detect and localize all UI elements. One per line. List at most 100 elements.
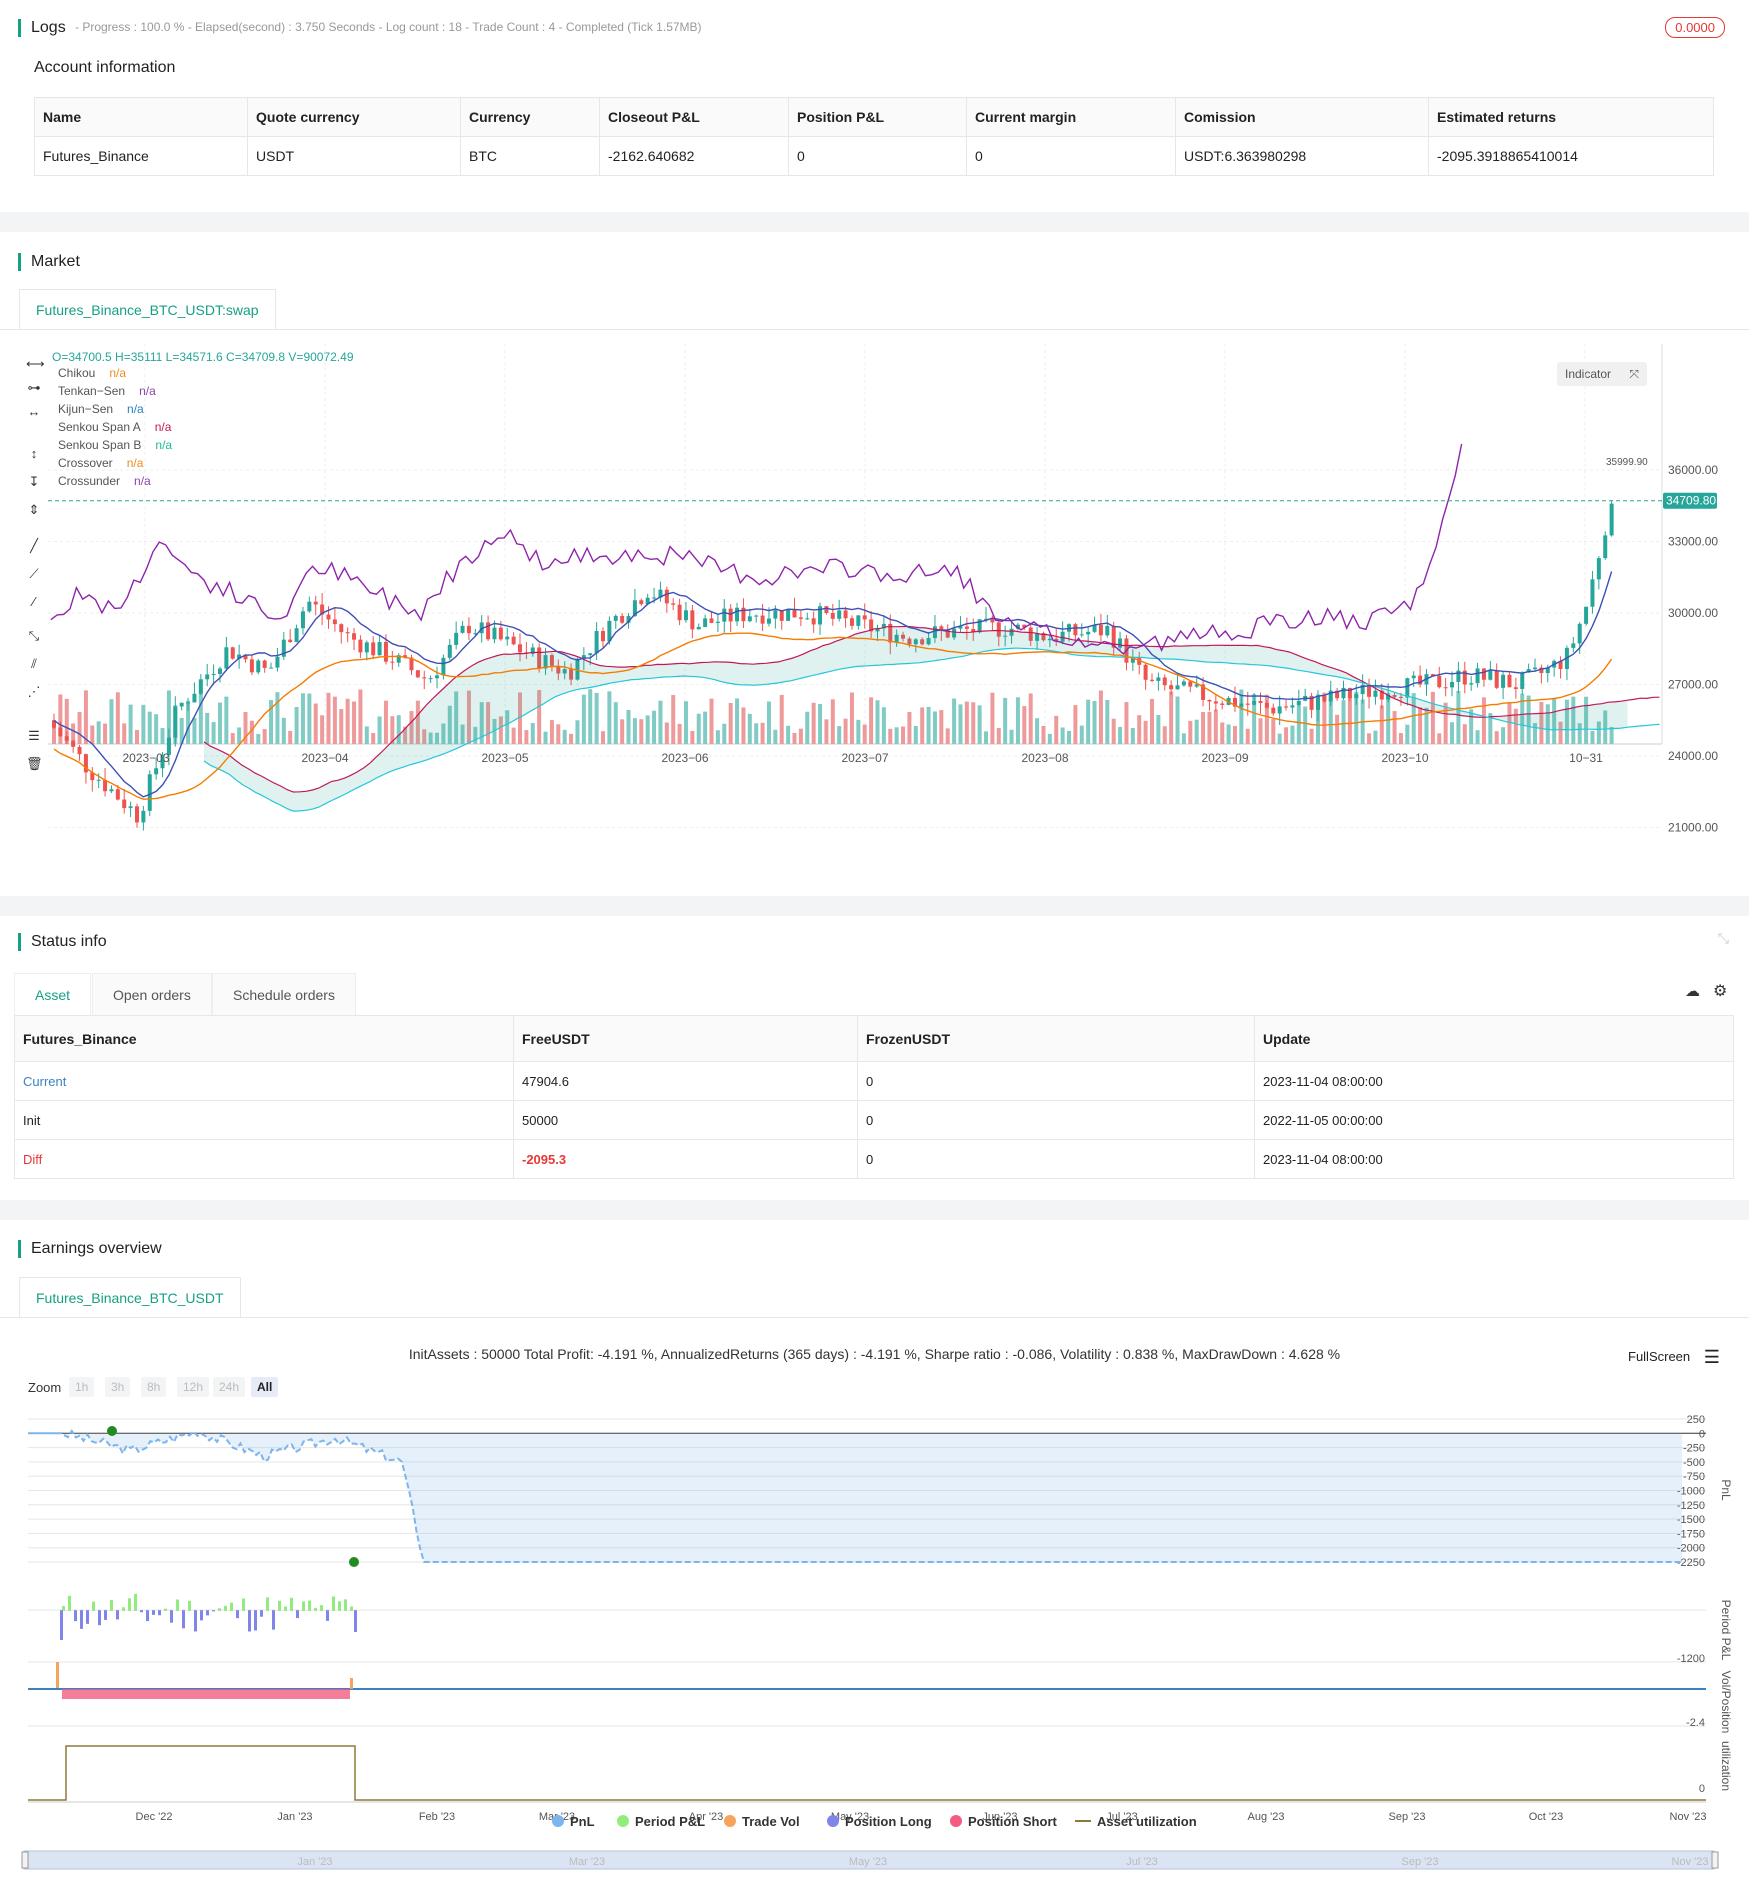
volume-bar: [1290, 725, 1295, 744]
fib-lines-icon[interactable]: ⋰: [27, 684, 41, 699]
legend-item[interactable]: Senkou Span A n/a: [58, 420, 171, 434]
volume-bar: [869, 697, 874, 744]
vertical-ray-icon[interactable]: ↧: [28, 474, 40, 489]
price-line-icon[interactable]: ⤡: [28, 628, 40, 643]
legend-item[interactable]: Trade Vol: [724, 1814, 800, 1829]
volume-bar: [1252, 694, 1257, 744]
menu-icon[interactable]: ☰: [1703, 1347, 1720, 1367]
expand-icon[interactable]: ⤧: [1629, 367, 1639, 381]
indicator-button[interactable]: Indicator ⤧: [1557, 362, 1647, 386]
table-row: Init 50000 0 2022-11-05 00:00:00: [14, 1100, 1734, 1140]
horizontal-line-icon[interactable]: ⟷: [26, 356, 45, 371]
legend-item[interactable]: Kijun−Sen n/a: [58, 402, 144, 416]
zoom-8h[interactable]: 8h: [141, 1377, 167, 1397]
row-label-current[interactable]: Current: [14, 1061, 514, 1101]
tab-earnings-symbol[interactable]: Futures_Binance_BTC_USDT: [19, 1277, 241, 1317]
candle-body: [543, 655, 548, 669]
volume-bar: [64, 698, 69, 744]
legend-item[interactable]: Period P&L: [617, 1814, 705, 1829]
legend-item[interactable]: Position Long: [827, 1814, 932, 1829]
candle-body: [1054, 638, 1059, 642]
tab-open-orders[interactable]: Open orders: [92, 973, 212, 1015]
zoom-12h[interactable]: 12h: [177, 1377, 210, 1397]
legend-name: Crossunder: [58, 474, 121, 488]
legend-item[interactable]: PnL: [552, 1814, 595, 1829]
tab-schedule-orders[interactable]: Schedule orders: [212, 973, 356, 1015]
volume-bar: [703, 711, 708, 744]
candle-body: [766, 618, 771, 624]
candle-body: [428, 678, 433, 680]
status-title: Status info: [18, 933, 107, 951]
x-tick-label: Sep '23: [1389, 1811, 1426, 1823]
navigator-tick-label: May '23: [849, 1856, 887, 1868]
earnings-panel: Earnings overview Futures_Binance_BTC_US…: [0, 1220, 1749, 1894]
fullscreen-button[interactable]: FullScreen ☰: [1628, 1347, 1720, 1368]
period-pnl-bar: [296, 1610, 299, 1619]
candlestick-chart[interactable]: 36000.00 33000.00 30000.00 27000.00 24000.00…: [0, 344, 1749, 844]
volume-bar: [396, 715, 401, 744]
zoom-24h[interactable]: 24h: [213, 1377, 246, 1397]
volume-bar: [671, 695, 676, 744]
vertical-line-icon[interactable]: ↕: [30, 446, 38, 461]
tab-market-symbol[interactable]: Futures_Binance_BTC_USDT:swap: [19, 289, 276, 329]
volume-bar: [505, 710, 510, 744]
trend-line-icon[interactable]: ╱: [30, 538, 38, 553]
candle-body: [96, 779, 101, 781]
candle-body: [1443, 687, 1448, 689]
candle-body: [530, 647, 535, 654]
volume-bar: [1009, 729, 1014, 744]
segment-icon[interactable]: ⁄: [32, 594, 36, 609]
volume-bar: [186, 700, 191, 744]
volume-bar: [352, 701, 357, 744]
candle-body: [1296, 700, 1301, 706]
candle-body: [1469, 683, 1474, 685]
volume-bar: [198, 689, 203, 744]
collapse-icon[interactable]: ⤡: [1717, 930, 1729, 946]
volume-bar: [1092, 701, 1097, 744]
legend-item[interactable]: Crossover n/a: [58, 456, 143, 470]
candle-body: [154, 768, 159, 775]
legend-item[interactable]: Position Short: [950, 1814, 1057, 1829]
cloud-download-icon[interactable]: ☁: [1685, 983, 1700, 1000]
earnings-chart[interactable]: 250 0 -250 -500 -750 -1000 -1250 -1500 -1750 -200…: [0, 1400, 1749, 1870]
col-header: Comission: [1175, 97, 1429, 137]
navigator-tick-label: Jul '23: [1126, 1856, 1157, 1868]
volume-bar: [77, 712, 82, 744]
ray-line-icon[interactable]: ⟋: [29, 566, 39, 581]
horizontal-ray-icon[interactable]: ⊶: [27, 380, 41, 395]
fib-retracement-icon[interactable]: ☰: [28, 728, 40, 743]
volume-bar: [594, 692, 599, 744]
volume-bar: [1149, 698, 1154, 744]
legend-swatch-icon: [950, 1815, 962, 1827]
settings-icon[interactable]: ⚙: [1713, 983, 1728, 1000]
zoom-3h[interactable]: 3h: [105, 1377, 131, 1397]
cell: 2022-11-05 00:00:00: [1254, 1100, 1734, 1140]
parallel-lines-icon[interactable]: ⫽: [31, 656, 37, 671]
legend-item[interactable]: Tenkan−Sen n/a: [58, 384, 156, 398]
volume-bar: [1213, 709, 1218, 744]
legend-item[interactable]: Chikou n/a: [58, 366, 126, 380]
zoom-all[interactable]: All: [251, 1377, 279, 1397]
volume-bar: [830, 699, 835, 744]
legend-item[interactable]: Crossunder n/a: [58, 474, 151, 488]
period-pnl-bar: [212, 1610, 215, 1612]
candle-body: [843, 610, 848, 619]
tab-asset[interactable]: Asset: [14, 973, 92, 1015]
vertical-segment-icon[interactable]: ⇕: [28, 502, 40, 517]
candle-body: [773, 610, 778, 619]
volume-bar: [479, 702, 484, 744]
zoom-1h[interactable]: 1h: [69, 1377, 95, 1397]
candle-body: [518, 644, 523, 653]
cell: BTC: [460, 136, 600, 176]
x-tick-label: Apr '23: [689, 1811, 724, 1823]
legend-item[interactable]: Senkou Span B n/a: [58, 438, 172, 452]
candle-body: [1367, 684, 1372, 697]
volume-bar: [620, 719, 625, 744]
trash-icon[interactable]: 🗑: [26, 756, 43, 771]
candle-body: [486, 622, 491, 640]
candle-body: [907, 638, 912, 645]
legend-item[interactable]: Asset utilization: [1075, 1814, 1197, 1829]
last-price-label: 34709.80: [1666, 494, 1716, 508]
horizontal-segment-icon[interactable]: ↔: [27, 404, 41, 419]
period-pnl-bar: [158, 1610, 161, 1616]
